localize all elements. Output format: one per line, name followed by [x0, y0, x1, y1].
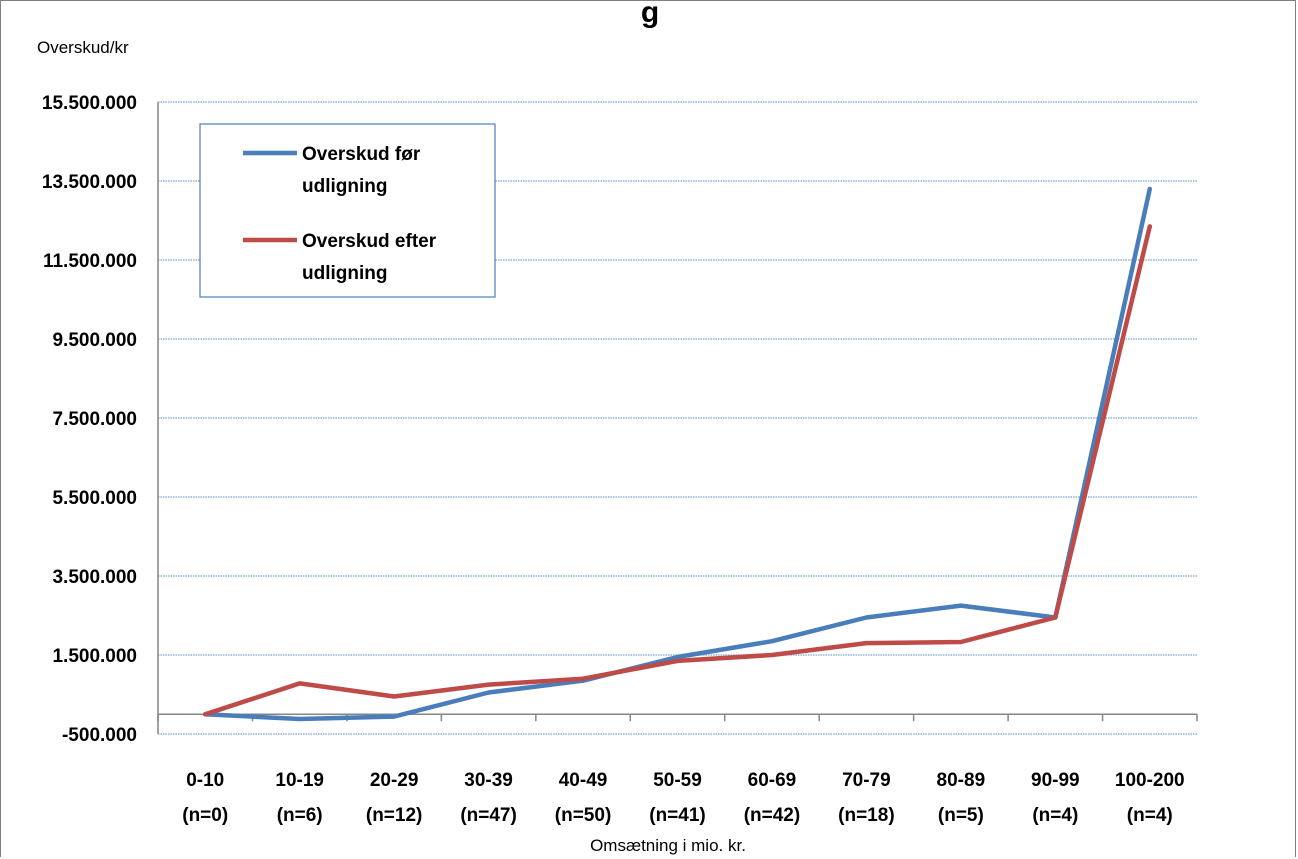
x-tick-label: 60-69 — [748, 770, 797, 791]
legend-label: udligning — [302, 176, 387, 197]
x-tick-label: 10-19 — [275, 770, 324, 791]
x-tick-label: 0-10 — [186, 770, 224, 791]
chart-title: g — [641, 0, 659, 29]
y-axis-label: Overskud/kr — [37, 38, 129, 57]
x-tick-sublabel: (n=18) — [838, 805, 895, 826]
x-tick-label: 20-29 — [370, 770, 419, 791]
x-tick-sublabel: (n=41) — [649, 805, 706, 826]
y-tick-label: 13.500.000 — [42, 172, 137, 193]
y-tick-label: -500.000 — [62, 725, 137, 746]
y-tick-label: 9.500.000 — [52, 330, 137, 351]
x-tick-sublabel: (n=50) — [555, 805, 612, 826]
x-tick-sublabel: (n=12) — [366, 805, 423, 826]
legend: Overskud før udligning Overskud efter udlig… — [199, 123, 496, 298]
y-tick-label: 11.500.000 — [43, 251, 137, 272]
y-tick-label: 3.500.000 — [52, 567, 137, 588]
x-tick-label: 40-49 — [559, 770, 608, 791]
series-line-before — [202, 186, 1153, 722]
x-tick-label: 100-200 — [1115, 770, 1185, 791]
x-tick-sublabel: (n=0) — [182, 805, 228, 826]
x-tick-label: 30-39 — [464, 770, 513, 791]
x-tick-labels: 0-10 (n=0) 10-19 (n=6) 20-29 (n=12) 30-39 (n=47… — [182, 770, 1184, 826]
series-lines — [202, 186, 1153, 722]
x-tick-label: 70-79 — [842, 770, 891, 791]
x-tick-sublabel: (n=4) — [1032, 805, 1078, 826]
y-tick-labels: -500.000 1.500.000 3.500.000 5.500.000 7.500… — [42, 93, 137, 746]
legend-label: Overskud efter — [302, 231, 437, 252]
legend-label: udligning — [302, 263, 387, 284]
x-tick-label: 50-59 — [653, 770, 702, 791]
x-tick-sublabel: (n=6) — [277, 805, 323, 826]
x-tick-label: 80-89 — [937, 770, 986, 791]
y-tick-label: 15.500.000 — [42, 93, 137, 114]
series-line-after — [202, 224, 1153, 717]
x-tick-label: 90-99 — [1031, 770, 1080, 791]
legend-label: Overskud før — [302, 144, 421, 165]
x-tick-sublabel: (n=4) — [1127, 805, 1173, 826]
x-tick-sublabel: (n=42) — [744, 805, 801, 826]
x-tick-sublabel: (n=47) — [460, 805, 517, 826]
x-tick-sublabel: (n=5) — [938, 805, 984, 826]
y-tick-label: 7.500.000 — [52, 409, 137, 430]
y-tick-label: 5.500.000 — [52, 488, 137, 509]
axes — [157, 102, 1198, 734]
x-axis-label: Omsætning i mio. kr. — [590, 836, 746, 855]
y-tick-label: 1.500.000 — [52, 646, 137, 667]
